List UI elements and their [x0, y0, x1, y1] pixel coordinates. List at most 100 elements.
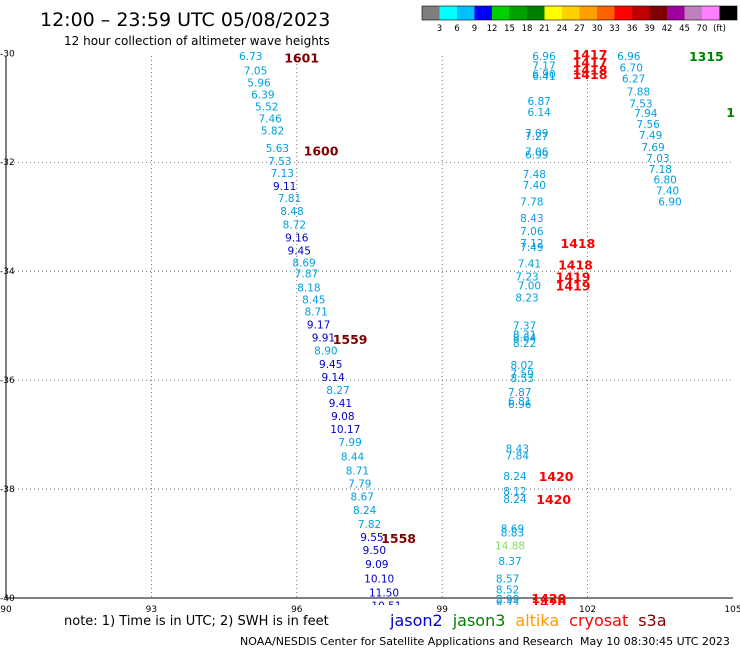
wave-height-value: 8.24 [353, 505, 377, 517]
satellite-legend: jason2 jason3 altika cryosat s3a [389, 611, 667, 630]
wave-height-value: 6.99 [525, 150, 548, 162]
track-east: 6.966.706.277.887.537.947.567.497.697.03… [617, 51, 682, 208]
lat-tick-label: -32 [0, 158, 15, 168]
pass-time-label: 1417 [573, 47, 608, 62]
wave-height-value: 7.05 [244, 66, 267, 78]
pass-time-label: 1418 [573, 67, 608, 82]
pass-time-label: 1418 [561, 236, 596, 251]
wave-height-value: 8.24 [503, 471, 527, 483]
wave-height-value: 8.64 [513, 333, 537, 345]
wave-height-value: 8.18 [297, 283, 320, 295]
wave-height-value: 8.24 [503, 494, 527, 506]
wave-height-value: 7.94 [634, 108, 658, 120]
wave-height-value: 7.06 [520, 226, 544, 238]
wave-height-value: 7.17 [532, 60, 555, 72]
wave-height-value: 7.03 [646, 153, 669, 165]
wave-height-value: 7.12 [520, 238, 543, 250]
wave-height-value: 6.96 [532, 51, 556, 63]
wave-height-value: 7.81 [278, 193, 301, 205]
wave-height-value: 8.83 [501, 528, 524, 540]
colorbar-swatch [614, 6, 632, 20]
wave-height-value: 9.08 [331, 411, 354, 423]
wave-height-value: 6.90 [532, 69, 555, 81]
wave-height-value: 7.40 [523, 180, 546, 192]
wave-height-value: 7.53 [629, 98, 652, 110]
wave-height-value: 6.90 [658, 196, 681, 208]
pass-time-label: 1315 [689, 49, 724, 64]
wave-height-value: 7.00 [518, 280, 541, 292]
wave-height-value: 9.14 [321, 372, 345, 384]
colorbar-tick-label: 27 [574, 24, 585, 34]
colorbar-swatch [597, 6, 615, 20]
track-west: 6.73 7.055.966.395.527.465.82 5.637.537.13… [239, 51, 401, 605]
colorbar-swatch [719, 6, 737, 20]
colorbar-swatch [632, 6, 650, 20]
satellite-legend-jason3: jason3 [452, 611, 506, 630]
wave-height-value: 6.81 [508, 396, 531, 408]
pass-time-label: 1419 [556, 270, 591, 285]
wave-height-value: 8.44 [341, 451, 365, 463]
wave-height-value: 8.71 [346, 466, 369, 478]
wave-height-value: 7.82 [358, 519, 381, 531]
colorbar-swatch [684, 6, 702, 20]
pass-time-label: 1 [726, 105, 735, 120]
pass-time-label: 1601 [284, 51, 319, 66]
wave-height-value: 8.99 [496, 594, 519, 606]
wave-height-value: 9.17 [307, 320, 330, 332]
pass-time-label: 1418 [558, 258, 593, 273]
footer-credit: NOAA/NESDIS Center for Satellite Applica… [240, 635, 573, 648]
wave-height-value: 5.96 [247, 78, 271, 90]
wave-height-value: 9.11 [273, 181, 296, 193]
wave-height-value: 9.45 [288, 245, 311, 257]
colorbar-tick-label: 39 [644, 24, 655, 34]
wave-height-value: 8.23 [515, 292, 538, 304]
colorbar-swatch [422, 6, 440, 20]
wave-height-value: 8.72 [283, 219, 306, 231]
colorbar-tick-label: 12 [487, 24, 498, 34]
wave-height-value: 8.67 [351, 492, 374, 504]
wave-height-value: 6.14 [527, 107, 551, 119]
colorbar-swatch [439, 6, 457, 20]
wave-height-value: 9.50 [363, 545, 386, 557]
lat-tick-label: -38 [0, 485, 15, 495]
wave-height-value: 7.87 [295, 268, 318, 280]
colorbar-tick-label: 70 [697, 24, 708, 34]
pass-time-label: 1600 [304, 143, 339, 158]
wave-height-value: 7.49 [520, 242, 543, 254]
pass-time-label: 1418 [573, 63, 608, 78]
colorbar-tick-label: 45 [679, 24, 690, 34]
wave-height-value: 8.31 [513, 329, 536, 341]
lon-tick-label: 93 [146, 605, 157, 615]
pass-time-label: 1419 [556, 278, 591, 293]
satellite-legend-jason2: jason2 [389, 611, 443, 630]
wave-height-value: 8.69 [292, 257, 315, 269]
colorbar-tick-label: 6 [454, 24, 459, 34]
colorbar-swatch [527, 6, 545, 20]
pass-time-label: 1558 [381, 531, 416, 546]
wave-height-value: 7.79 [348, 479, 371, 491]
colorbar-swatch [579, 6, 597, 20]
wave-height-value: 7.59 [510, 369, 533, 381]
colorbar-tick-label: 33 [609, 24, 620, 34]
satellite-legend-altika: altika [515, 611, 559, 630]
wave-height-value: 9.55 [360, 532, 383, 544]
altimeter-tracks: 6.737.055.966.395.527.465.825.637.537.13… [239, 51, 682, 606]
colorbar-tick-label: 36 [627, 24, 638, 34]
colorbar-swatch [649, 6, 667, 20]
wave-height-value: 8.45 [302, 294, 325, 306]
wave-height-value: 9.41 [329, 398, 352, 410]
wave-height-value: 9.09 [365, 559, 388, 571]
map-frame [5, 56, 733, 599]
pass-time-label: 1420 [539, 469, 574, 484]
map-title: 12:00 – 23:59 UTC 05/08/2023 [40, 9, 330, 31]
wave-height-value: 8.53 [510, 373, 533, 385]
map-subtitle: 12 hour collection of altimeter wave hei… [64, 34, 330, 48]
wave-height-value: 6.39 [251, 90, 274, 102]
colorbar-swatch [474, 6, 492, 20]
wave-height-value: 8.02 [510, 360, 533, 372]
wave-height-value: 6.41 [532, 71, 555, 83]
colorbar-swatch [544, 6, 562, 20]
colorbar-swatch [667, 6, 685, 20]
wave-height-value: 7.87 [508, 387, 531, 399]
wave-height-value: 7.99 [338, 437, 361, 449]
